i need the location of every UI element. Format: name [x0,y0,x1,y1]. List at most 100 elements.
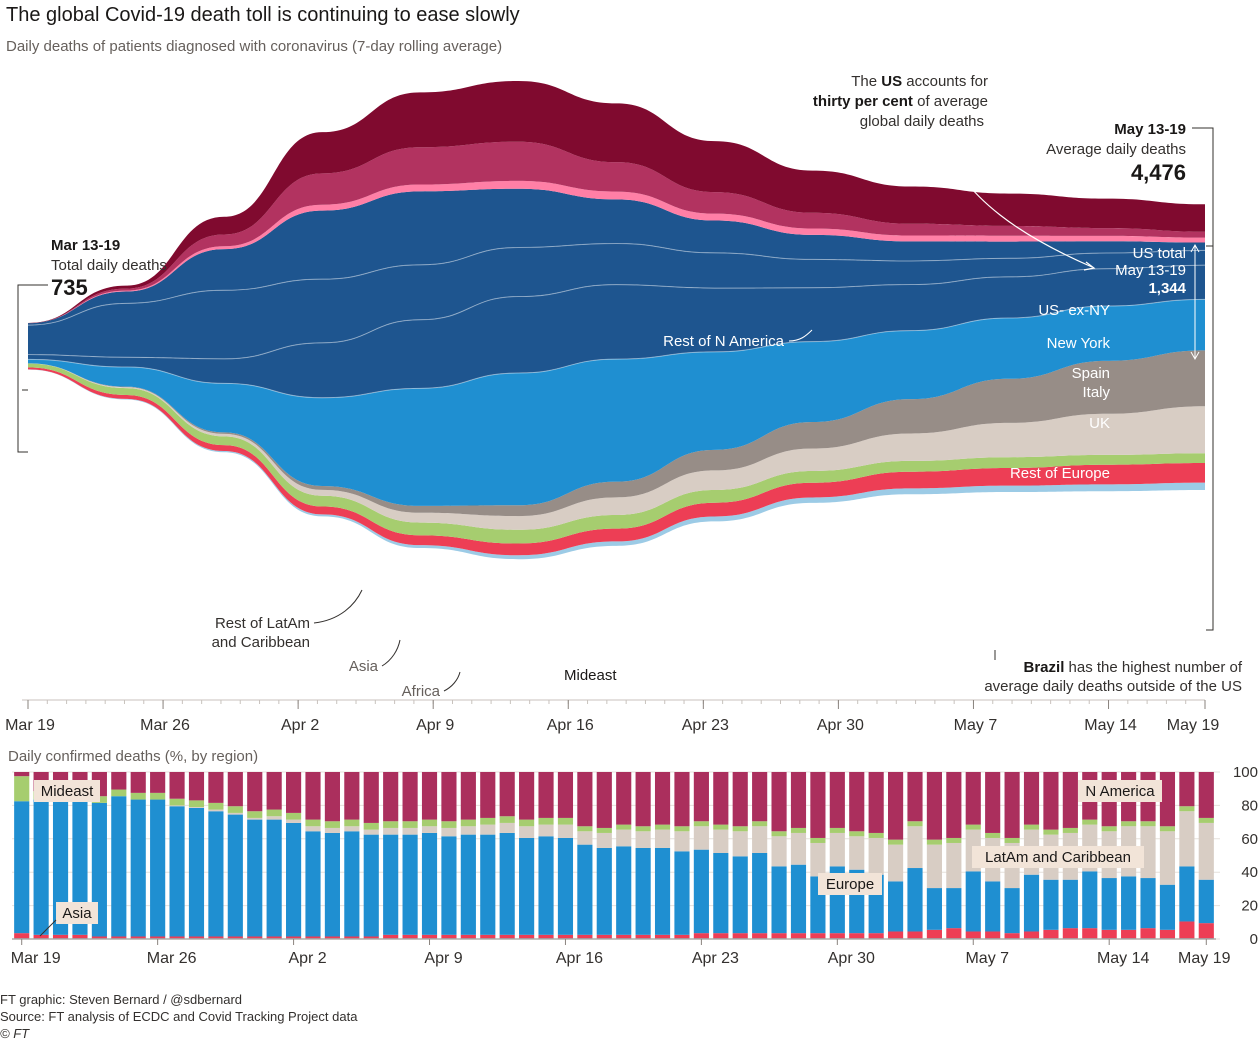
label-italy: Italy [1082,384,1110,401]
bar-x-tick-label: Apr 2 [288,950,326,967]
bar-segment-latam-and-caribbean [208,809,224,812]
bar-segment-asia [247,936,263,939]
bar-segment-mideast [654,824,671,830]
bar-segment-asia [888,931,904,939]
bar-segment-europe [1004,888,1020,934]
bar-segment-asia [266,936,282,939]
bar-segment-asia [965,931,981,939]
start-label: Total daily deaths [51,257,167,274]
bar-segment-latam-and-caribbean [402,827,418,835]
bar-segment-mideast [635,826,651,832]
bar-segment-n-america [616,772,632,825]
bar-segment-n-america [305,772,321,820]
bar-segment-n-america [1159,772,1176,827]
bar-segment-latam-and-caribbean [771,836,787,867]
stream-tick-label: Mar 19 [5,717,55,734]
bar-segment-europe [188,807,205,937]
separator-uk [27,298,1206,399]
bar-segment-asia [383,934,399,939]
us-share-line1: The US accounts for [851,73,988,90]
bar-y-tick-label: 20 [1241,898,1258,915]
bar-segment-europe [247,819,263,937]
bar-segment-n-america [596,772,612,828]
bar-segment-asia [713,933,729,939]
bar-segment-latam-and-caribbean [266,816,282,820]
bar-segment-europe [363,834,379,937]
label-asia: Asia [349,658,379,675]
bar-segment-mideast [188,800,205,808]
us-total-period: May 13-19 [1115,262,1186,279]
bar-label-europe-box [818,873,882,895]
bar-segment-asia [208,936,224,939]
us-share-line2-rest: of average [913,93,988,110]
bar-segment-asia [324,936,340,939]
bar-segment-latam-and-caribbean [1159,831,1176,885]
bar-segment-europe [208,811,224,937]
bar-segment-mideast [305,819,321,827]
us-share-line2-bold: thirty per cent [813,93,913,110]
bar-segment-n-america [286,772,302,813]
bar-segment-mideast [1101,826,1117,832]
bar-segment-latam-and-caribbean [363,829,379,835]
bar-segment-latam-and-caribbean [616,829,632,847]
bar-segment-latam-and-caribbean [888,844,904,882]
bar-segment-mideast [557,817,574,825]
bar-segment-latam-and-caribbean [1140,826,1156,879]
bar-axes: 0 20 40 60 80 100 Mar 19 Mar 26 Apr 2 Apr 9 Apr 16… [11,764,1258,967]
bar-segment-europe [752,852,768,934]
bar-segment-mideast [790,827,807,833]
bar-segment-mideast [324,821,340,828]
bar-segment-mideast [674,826,690,832]
bar-segment-europe [111,796,127,937]
bar-x-tick-label: May 14 [1097,950,1150,967]
bar-segment-n-america [1023,772,1040,825]
stream-layer-mideast [28,363,1205,544]
bar-segment-n-america [480,772,496,818]
bar-segment-n-america [849,772,865,832]
bar-segment-asia [480,934,496,939]
bar-segment-europe [732,856,748,934]
bar-segment-asia [1082,928,1098,939]
bar-segment-asia [1004,933,1020,939]
bar-segment-europe [577,844,593,935]
bar-segment-mideast [14,776,30,802]
bar-segment-europe [693,849,709,934]
bar-segment-mideast [266,809,282,817]
bar-segment-mideast [1198,817,1214,823]
label-us-ex-ny: US- ex-NY [1038,302,1110,319]
rest-n-america-leader [788,329,813,342]
bar-segment-asia [1121,929,1137,939]
bar-segment-n-america [790,772,807,828]
stream-layers [27,80,1206,560]
bar-label-mideast-box [34,780,100,802]
bar-segment-asia [91,936,107,939]
us-share-bold: US [881,73,902,90]
bar-segment-n-america [383,772,399,822]
bar-segment-europe [344,831,360,937]
bar-x-tick-label: Apr 30 [828,950,875,967]
bar-segment-europe [538,836,554,935]
bar-segment-mideast [616,824,632,830]
bar-segment-mideast [1023,824,1040,830]
bar-segment-latam-and-caribbean [907,826,923,869]
label-brazil: Brazil [1072,570,1110,587]
bar-segment-n-america [577,772,593,827]
bar-segment-mideast [965,824,981,830]
bar-segment-europe [266,819,282,937]
bar-segment-europe [130,799,146,937]
bar-segment-europe [324,832,340,937]
bar-segment-n-america [499,772,515,817]
bar-x-tick-label: May 7 [965,950,1009,967]
bar-segment-asia [150,936,166,939]
bar-segment-latam-and-caribbean [810,842,826,877]
stream-layer-new-york [28,141,1205,324]
stream-tick-label: Apr 16 [547,717,594,734]
bar-segment-latam-and-caribbean [538,824,554,837]
bar-segment-mideast [1004,837,1020,843]
us-total-value: 1,344 [1148,280,1186,297]
stream-tick-label: Mar 26 [140,717,190,734]
bar-segment-n-america [363,772,379,823]
bar-segment-latam-and-caribbean [460,826,476,835]
bar-segment-mideast [247,811,263,818]
